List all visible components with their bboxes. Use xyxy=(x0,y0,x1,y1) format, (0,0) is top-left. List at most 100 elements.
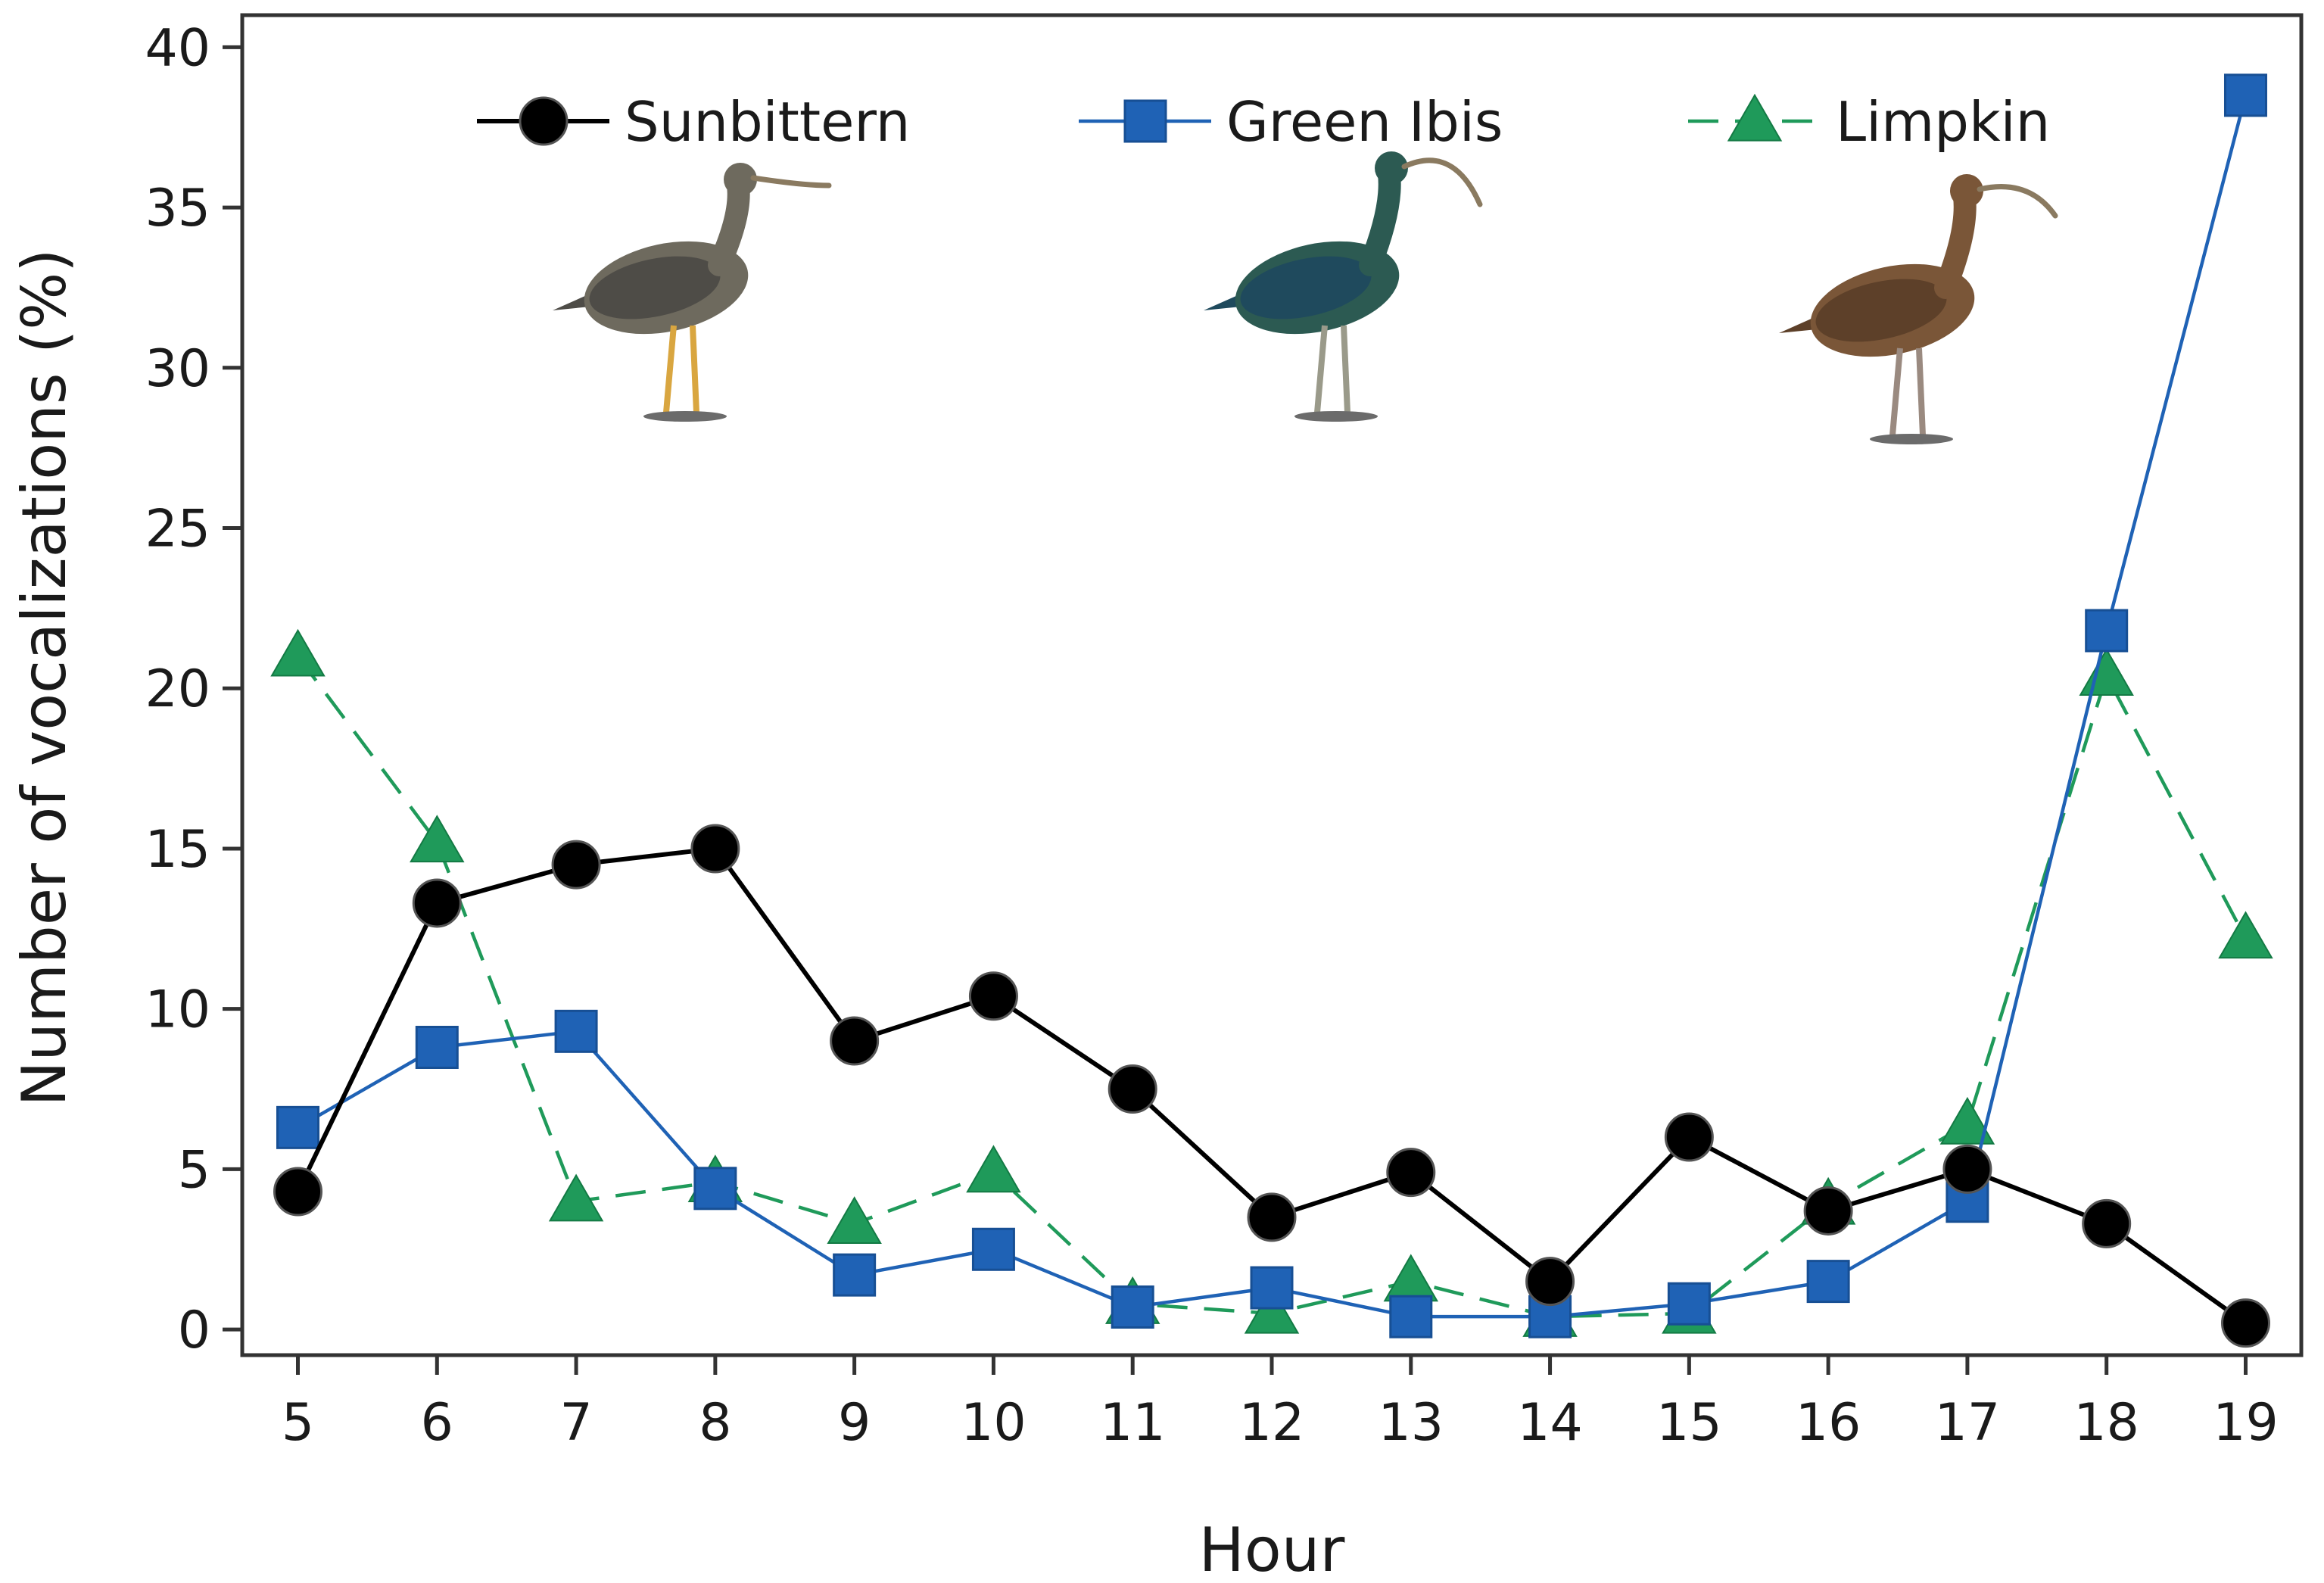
legend-item: Sunbittern xyxy=(477,90,910,154)
bird-feet xyxy=(643,411,727,422)
bird-leg xyxy=(1916,347,1926,436)
bird-wing xyxy=(1240,256,1372,319)
x-tick-label: 18 xyxy=(2073,1393,2139,1453)
series-layer xyxy=(270,73,2273,1348)
bird-beak xyxy=(1401,157,1483,207)
bird-leg xyxy=(1889,347,1903,436)
data-point-circle xyxy=(1247,1192,1297,1242)
data-point-square xyxy=(1111,1285,1154,1329)
bird-illustrations xyxy=(553,151,2058,444)
x-tick-label: 8 xyxy=(699,1393,731,1453)
bird-beak xyxy=(1977,184,2058,219)
legend-label: Green Ibis xyxy=(1226,90,1503,154)
data-point-circle xyxy=(1107,1064,1157,1114)
data-point-triangle xyxy=(410,815,465,863)
data-point-circle xyxy=(1525,1257,1575,1307)
data-point-circle xyxy=(2220,1298,2270,1348)
y-axis-title: Number of vocalizations (%) xyxy=(9,249,79,1107)
data-point-square xyxy=(415,1025,459,1069)
y-tick-label: 35 xyxy=(145,179,210,238)
legend-label: Limpkin xyxy=(1836,90,2050,154)
bird-leg xyxy=(1341,325,1350,413)
x-tick-label: 9 xyxy=(838,1393,871,1453)
data-point-triangle xyxy=(966,1145,1021,1193)
data-point-square xyxy=(554,1009,598,1053)
limpkin-illustration xyxy=(1779,174,2058,444)
bird-leg xyxy=(690,325,699,413)
data-point-circle xyxy=(1942,1144,1992,1194)
y-tick-label: 40 xyxy=(145,18,210,78)
green-ibis-illustration xyxy=(1204,151,1483,422)
y-tick-label: 25 xyxy=(145,500,210,559)
data-point-square xyxy=(276,1105,320,1149)
data-point-triangle xyxy=(1939,1096,1995,1145)
y-tick-label: 10 xyxy=(145,980,210,1040)
data-point-square xyxy=(1667,1282,1711,1326)
bird-wing xyxy=(1815,279,1947,342)
x-tick-label: 7 xyxy=(559,1393,592,1453)
data-point-triangle xyxy=(270,628,326,677)
y-tick-label: 20 xyxy=(145,659,210,719)
data-point-square xyxy=(1389,1295,1433,1338)
data-point-triangle xyxy=(827,1196,882,1245)
data-point-circle xyxy=(690,824,740,874)
x-tick-label: 10 xyxy=(961,1393,1026,1453)
data-point-square xyxy=(1806,1260,1850,1304)
data-point-circle xyxy=(830,1016,880,1066)
x-tick-label: 6 xyxy=(421,1393,453,1453)
x-tick-label: 12 xyxy=(1239,1393,1305,1453)
legend-marker xyxy=(1727,93,1783,142)
series-sunbittern xyxy=(273,824,2270,1348)
y-tick-label: 0 xyxy=(178,1301,210,1360)
bird-head xyxy=(1375,151,1408,185)
data-point-square xyxy=(2223,73,2267,117)
data-point-circle xyxy=(551,840,601,890)
data-point-circle xyxy=(1664,1112,1714,1162)
bird-beak xyxy=(750,175,832,189)
bird-head xyxy=(724,163,757,196)
data-point-circle xyxy=(968,971,1018,1021)
x-tick-label: 19 xyxy=(2213,1393,2279,1453)
data-point-triangle xyxy=(1244,1285,1300,1334)
bird-leg xyxy=(1314,325,1328,413)
bird-feet xyxy=(1294,411,1378,422)
data-point-square xyxy=(2085,609,2129,653)
legend-label: Sunbittern xyxy=(625,90,910,154)
y-tick-label: 30 xyxy=(145,339,210,399)
legend-item: Green Ibis xyxy=(1079,90,1503,154)
data-point-circle xyxy=(273,1167,323,1217)
data-point-square xyxy=(1250,1266,1294,1310)
x-tick-label: 11 xyxy=(1100,1393,1166,1453)
x-tick-label: 16 xyxy=(1796,1393,1861,1453)
data-point-square xyxy=(833,1253,877,1297)
x-tick-label: 15 xyxy=(1656,1393,1722,1453)
sunbittern-illustration xyxy=(553,163,832,422)
x-axis: 5 6 7 8 9 10 11 12 13 14 15 16 17 18 19 xyxy=(282,1355,2279,1453)
bird-leg xyxy=(663,325,677,413)
x-tick-label: 13 xyxy=(1379,1393,1444,1453)
bird-feet xyxy=(1870,434,1953,444)
data-point-triangle xyxy=(548,1173,604,1222)
data-point-circle xyxy=(2082,1198,2132,1248)
y-tick-label: 15 xyxy=(145,820,210,880)
data-point-square xyxy=(693,1167,737,1211)
legend-marker xyxy=(1123,99,1167,143)
bird-head xyxy=(1950,174,1983,207)
y-axis: 0 5 10 15 20 25 30 35 40 xyxy=(145,18,242,1360)
data-point-circle xyxy=(1803,1186,1853,1236)
legend-item: Limpkin xyxy=(1688,90,2050,154)
data-point-circle xyxy=(1386,1148,1436,1198)
legend-marker xyxy=(519,96,569,146)
data-point-circle xyxy=(412,878,462,928)
y-tick-label: 5 xyxy=(178,1140,210,1200)
bird-wing xyxy=(589,256,721,319)
data-point-triangle xyxy=(2218,911,2273,959)
data-point-square xyxy=(971,1227,1015,1271)
series-green-ibis xyxy=(276,73,2267,1338)
x-tick-label: 17 xyxy=(1935,1393,2001,1453)
x-tick-label: 14 xyxy=(1517,1393,1583,1453)
x-axis-title: Hour xyxy=(1199,1515,1345,1583)
x-tick-label: 5 xyxy=(282,1393,314,1453)
